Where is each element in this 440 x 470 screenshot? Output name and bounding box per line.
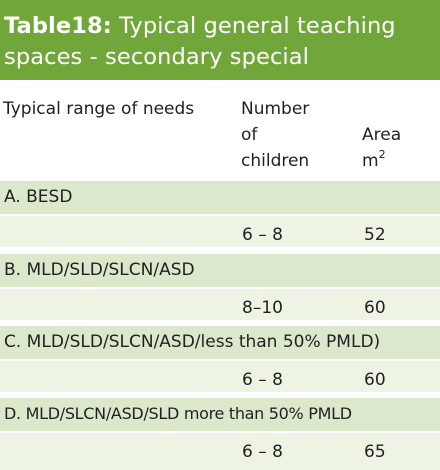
header-row: Typical range of needs Number of childre… bbox=[0, 84, 440, 179]
header-area-line-1: Area bbox=[362, 125, 402, 145]
area-value: 52 bbox=[364, 225, 386, 245]
header-area: Area m2 bbox=[362, 122, 432, 174]
value-row-c: 6 – 8 60 bbox=[0, 361, 440, 392]
category-row-c: C. MLD/SLD/SLCN/ASD/less than 50% PMLD) bbox=[0, 326, 440, 359]
title-text-2: spaces - secondary special bbox=[4, 44, 310, 70]
children-value: 6 – 8 bbox=[242, 442, 283, 462]
header-children-line-1: Number bbox=[241, 99, 310, 119]
children-value: 8–10 bbox=[242, 298, 283, 318]
header-range: Typical range of needs bbox=[3, 99, 195, 119]
value-row-d: 6 – 8 65 bbox=[0, 433, 440, 470]
area-value: 60 bbox=[364, 370, 386, 390]
area-value: 60 bbox=[364, 298, 386, 318]
header-area-line-2: m2 bbox=[362, 148, 432, 174]
area-value: 65 bbox=[364, 442, 386, 462]
value-row-b: 8–10 60 bbox=[0, 289, 440, 320]
value-row-a: 6 – 8 52 bbox=[0, 216, 440, 247]
category-row-d: D. MLD/SLCN/ASD/SLD more than 50% PMLD bbox=[0, 398, 440, 431]
header-children-line-3: children bbox=[241, 151, 310, 171]
header-children: Number of children bbox=[241, 96, 336, 174]
table-number: Table18: bbox=[4, 13, 112, 39]
header-area-unit: m bbox=[362, 151, 379, 171]
header-area-superscript: 2 bbox=[378, 148, 386, 161]
category-row-a: A. BESD bbox=[0, 181, 440, 214]
title-line-1: Table18: Typical general teaching bbox=[4, 11, 440, 42]
children-value: 6 – 8 bbox=[242, 225, 283, 245]
category-row-b: B. MLD/SLD/SLCN/ASD bbox=[0, 254, 440, 287]
header-children-line-2: of bbox=[241, 125, 258, 145]
children-value: 6 – 8 bbox=[242, 370, 283, 390]
table-title: Table18: Typical general teaching spaces… bbox=[0, 0, 440, 80]
title-text-1: Typical general teaching bbox=[119, 13, 396, 39]
